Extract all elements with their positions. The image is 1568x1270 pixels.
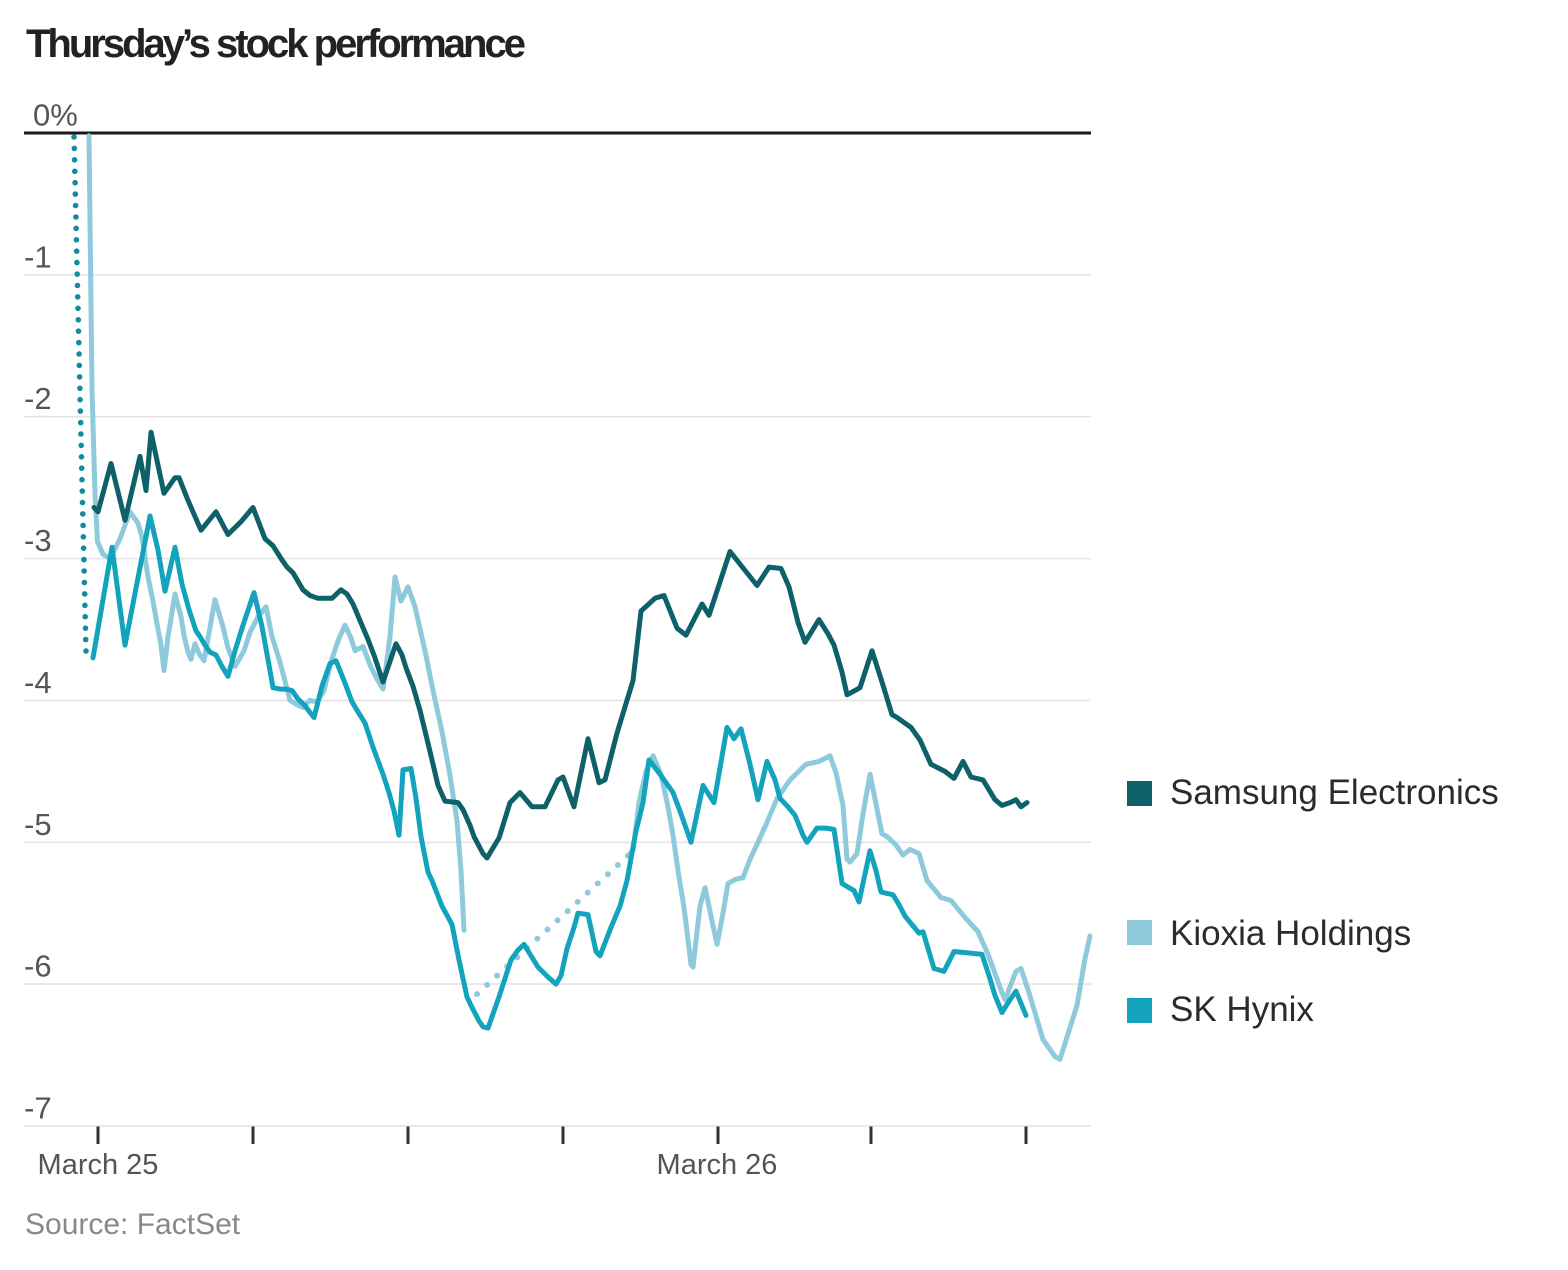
svg-text:-7: -7 (24, 1091, 52, 1126)
svg-text:March 25: March 25 (38, 1149, 159, 1181)
svg-text:-4: -4 (24, 665, 52, 700)
svg-text:SK Hynix: SK Hynix (1170, 990, 1314, 1029)
svg-text:March 26: March 26 (657, 1149, 778, 1181)
svg-text:-1: -1 (24, 239, 52, 274)
svg-text:-6: -6 (24, 949, 52, 984)
svg-text:0%: 0% (33, 98, 78, 133)
svg-text:-5: -5 (24, 807, 52, 842)
svg-text:-2: -2 (24, 381, 52, 416)
svg-text:Source: FactSet: Source: FactSet (25, 1208, 241, 1241)
svg-text:-3: -3 (24, 523, 52, 558)
svg-text:Kioxia Holdings: Kioxia Holdings (1170, 914, 1411, 953)
svg-text:Samsung Electronics: Samsung Electronics (1170, 773, 1499, 812)
svg-text:Thursday’s stock performance: Thursday’s stock performance (26, 22, 525, 66)
